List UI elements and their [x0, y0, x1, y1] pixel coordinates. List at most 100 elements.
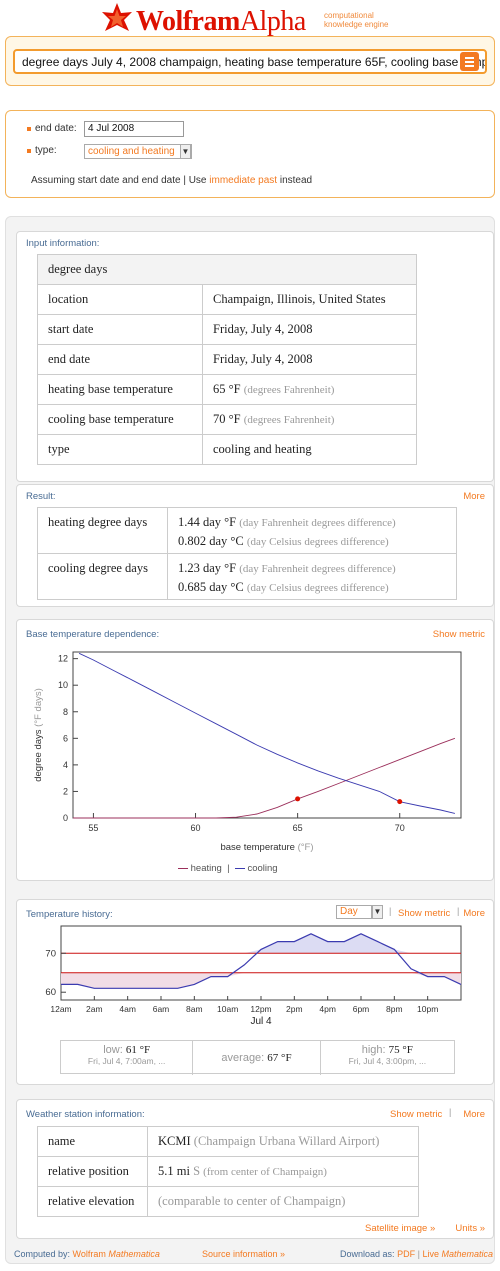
- type-label: type:: [35, 145, 57, 156]
- row-value: 1.23 day °F (day Fahrenheit degrees diff…: [167, 553, 457, 600]
- chevron-down-icon[interactable]: ▼: [180, 144, 191, 159]
- row-value: (comparable to center of Champaign): [147, 1186, 419, 1217]
- row-label: name: [37, 1126, 148, 1157]
- wolfram-link[interactable]: Wolfram: [72, 1249, 106, 1259]
- value-line: 1.23 day °F (day Fahrenheit degrees diff…: [178, 559, 446, 578]
- high-time: Fri, Jul 4, 3:00pm, ...: [348, 1056, 427, 1066]
- logo[interactable]: WolframAlpha computational knowledge engi…: [100, 2, 420, 42]
- show-metric-link[interactable]: Show metric: [432, 629, 485, 640]
- period-select[interactable]: Day: [336, 905, 372, 919]
- x-tick-label: 4pm: [319, 1004, 336, 1014]
- search-submit-button[interactable]: [460, 52, 479, 71]
- pod-title: Temperature history:: [26, 909, 113, 920]
- satellite-image-link[interactable]: Satellite image »: [365, 1223, 436, 1234]
- unit-text: (day Celsius degrees difference): [246, 581, 389, 594]
- high-cell: high: 75 °F Fri, Jul 4, 3:00pm, ...: [321, 1041, 454, 1075]
- y-tick-label: 60: [45, 987, 56, 998]
- results-container: Input information: degree days location C…: [5, 216, 495, 1264]
- end-date-input[interactable]: 4 Jul 2008: [84, 121, 184, 137]
- units-link[interactable]: Units »: [455, 1223, 485, 1234]
- station-name: (Champaign Urbana Willard Airport): [193, 1134, 380, 1148]
- date-label: Jul 4: [250, 1016, 272, 1027]
- link-separator: |: [457, 906, 460, 916]
- row-label: heating base temperature: [37, 374, 203, 405]
- y-tick-label: 10: [58, 680, 68, 690]
- unit-text: (day Fahrenheit degrees difference): [239, 562, 396, 575]
- assuming-suffix: instead: [279, 175, 313, 186]
- row-label: cooling degree days: [37, 553, 168, 600]
- row-label: type: [37, 434, 203, 465]
- more-link[interactable]: More: [463, 1109, 485, 1120]
- base-temp-pod: Base temperature dependence: Show metric…: [16, 619, 494, 881]
- x-tick-label: 65: [293, 823, 303, 833]
- distance-value: 5.1 mi: [158, 1164, 190, 1178]
- equals-icon-middle: [465, 61, 474, 63]
- table-row: heating degree days 1.44 day °F (day Fah…: [37, 507, 457, 554]
- row-value: Friday, July 4, 2008: [202, 314, 417, 345]
- source-information-link[interactable]: Source information »: [202, 1249, 286, 1259]
- pdf-link[interactable]: PDF: [397, 1249, 416, 1259]
- temperature-summary: low: 61 °F Fri, Jul 4, 7:00am, ... avera…: [60, 1040, 455, 1075]
- tagline-line2: knowledge engine: [324, 20, 389, 29]
- chevron-down-icon[interactable]: ▼: [372, 905, 383, 919]
- position-note: (from center of Champaign): [203, 1166, 327, 1178]
- equals-icon-bottom: [465, 65, 474, 67]
- value-line: 1.44 day °F (day Fahrenheit degrees diff…: [178, 513, 446, 532]
- row-value: cooling and heating: [202, 434, 417, 465]
- direction-value: S: [193, 1164, 201, 1178]
- more-link[interactable]: More: [463, 908, 485, 919]
- y-tick-label: 70: [45, 948, 56, 959]
- average-cell: average: 67 °F: [193, 1041, 321, 1075]
- x-tick-label: 4am: [119, 1004, 136, 1014]
- temperature-history-chart: 60 70 12am 2am 4am 6am 8am 10am 12pm 2pm 4pm 6pm 8pm…: [45, 925, 462, 1027]
- x-tick-label: 60: [191, 823, 201, 833]
- row-value: 5.1 mi S (from center of Champaign): [147, 1156, 419, 1187]
- search-input[interactable]: degree days July 4, 2008 champaign, heat…: [13, 49, 487, 74]
- x-tick-label: 2pm: [286, 1004, 303, 1014]
- link-separator: |: [449, 1107, 452, 1117]
- footer: Computed by: Wolfram Mathematica Source …: [14, 1247, 493, 1261]
- tagline-line1: computational: [324, 11, 374, 20]
- show-metric-link[interactable]: Show metric: [398, 908, 451, 919]
- y-tick-label: 0: [63, 813, 68, 823]
- legend-swatch-cooling: [234, 867, 245, 869]
- unit-text: (day Fahrenheit degrees difference): [239, 516, 396, 529]
- table-header: degree days: [37, 254, 417, 285]
- unit-text: (degrees Fahrenheit): [243, 384, 335, 396]
- series-line-cooling: [78, 652, 456, 814]
- value-text: 65 °F: [213, 382, 241, 396]
- pod-title: Input information:: [26, 238, 100, 249]
- table-row: cooling degree days 1.23 day °F (day Fah…: [37, 553, 457, 600]
- type-select[interactable]: cooling and heating: [84, 144, 192, 159]
- computed-by-label: Computed by:: [14, 1249, 71, 1259]
- x-tick-label: 2am: [86, 1004, 103, 1014]
- live-mathematica-link[interactable]: Mathematica: [441, 1249, 493, 1259]
- value-text: 1.23 day °F: [178, 560, 237, 575]
- mathematica-link[interactable]: Mathematica: [108, 1249, 160, 1259]
- show-metric-link[interactable]: Show metric: [390, 1109, 443, 1120]
- value-text: 0.802 day °C: [178, 533, 244, 548]
- unit-text: (degrees Fahrenheit): [243, 414, 335, 426]
- logo-text: WolframAlpha: [136, 6, 306, 38]
- logo-tagline: computational knowledge engine: [324, 11, 389, 29]
- result-more-link[interactable]: More: [463, 491, 485, 502]
- bullet-icon: [27, 149, 31, 153]
- row-label: cooling base temperature: [37, 404, 203, 435]
- x-axis-unit: (°F): [298, 842, 314, 853]
- y-tick-label: 4: [63, 760, 68, 770]
- value-text: 1.44 day °F: [178, 514, 237, 529]
- legend-cooling: cooling: [247, 863, 278, 874]
- y-tick-label: 12: [58, 654, 68, 664]
- y-axis-unit: (°F days): [33, 688, 44, 727]
- live-link[interactable]: Live: [422, 1249, 439, 1259]
- row-value: Friday, July 4, 2008: [202, 344, 417, 375]
- table-row: end date Friday, July 4, 2008: [37, 344, 417, 375]
- value-line: 0.802 day °C (day Celsius degrees differ…: [178, 532, 446, 551]
- station-table: name KCMI (Champaign Urbana Willard Airpo…: [37, 1126, 419, 1217]
- assuming-text: Assuming start date and end date | Use i…: [31, 175, 312, 186]
- immediate-past-link[interactable]: immediate past: [209, 175, 278, 186]
- table-row: cooling base temperature 70 °F (degrees F…: [37, 404, 417, 435]
- weather-station-pod: Weather station information: Show metric…: [16, 1099, 494, 1239]
- low-value: 61 °F: [125, 1044, 151, 1056]
- row-value: 1.44 day °F (day Fahrenheit degrees diff…: [167, 507, 457, 554]
